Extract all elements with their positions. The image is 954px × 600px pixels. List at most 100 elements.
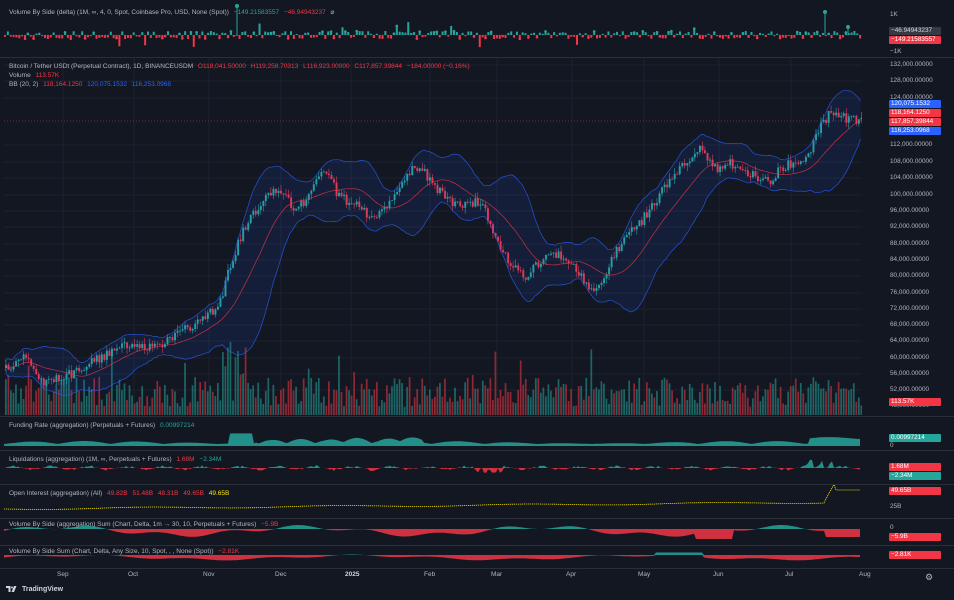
delta-dot: [827, 32, 830, 36]
vbs-axis-bottom: −1K: [890, 48, 902, 55]
volume-bar: [532, 389, 535, 415]
liquidations-legend[interactable]: Liquidations (aggregation) (1M, ∞, Perpe…: [9, 456, 221, 464]
funding-legend[interactable]: Funding Rate (aggregation) (Perpetuals +…: [9, 422, 194, 430]
liquidations-tag-1: 1.68M: [889, 463, 941, 471]
volume-bar: [565, 384, 567, 415]
volume-bar: [328, 381, 330, 415]
gear-icon[interactable]: ⚙: [924, 572, 934, 582]
volume-bar: [239, 374, 242, 415]
volume-bar: [449, 397, 451, 415]
volume-bar: [855, 401, 858, 415]
price-candle: [481, 204, 484, 206]
pane-separator[interactable]: [0, 416, 954, 417]
price-candle: [73, 370, 76, 379]
price-candle: [166, 337, 169, 345]
delta-bar: [504, 35, 507, 38]
volume-delta-legend[interactable]: Volume By Side (delta) (1M, ∞, 4, 0, Spo…: [9, 9, 334, 17]
price-candle: [736, 166, 739, 168]
price-candle: [131, 344, 134, 348]
delta-bar: [29, 35, 32, 37]
price-candle: [812, 140, 815, 153]
price-candle: [348, 202, 351, 205]
volume-bar: [784, 404, 787, 415]
delta-bar: [667, 32, 670, 35]
volume-bar: [116, 385, 118, 415]
pane-separator[interactable]: [0, 57, 954, 58]
price-candle: [504, 252, 507, 254]
price-candle: [464, 201, 467, 208]
volume-bar: [151, 397, 154, 415]
price-candle: [370, 216, 373, 218]
delta-bar: [578, 33, 581, 35]
volume-bar: [416, 389, 419, 415]
price-candle: [651, 203, 653, 210]
delta-bar: [790, 35, 793, 39]
open-interest-legend[interactable]: Open Interest (aggregation) (All) 49.82B…: [9, 490, 229, 498]
delta-dot: [641, 30, 645, 33]
volume-bar: [555, 387, 557, 415]
volume-bar: [131, 395, 133, 415]
price-candle: [799, 161, 802, 164]
delta-bar: [564, 32, 567, 35]
liquidations-pane[interactable]: Liquidations (aggregation) (1M, ∞, Perpe…: [0, 451, 954, 483]
pane-separator[interactable]: [0, 568, 954, 569]
price-candle: [365, 207, 368, 218]
price-candle: [431, 177, 434, 183]
volume-bar: [810, 383, 812, 415]
price-candle: [623, 237, 626, 244]
volume-bar: [857, 397, 860, 415]
delta-bar: [347, 32, 350, 35]
price-axis-label: 68,000.00000: [890, 321, 930, 328]
volume-bar: [110, 351, 113, 415]
eye-off-icon[interactable]: ⌀: [330, 9, 335, 16]
volume-bar: [514, 403, 517, 415]
pane-separator[interactable]: [0, 545, 954, 546]
delta-bar: [395, 25, 398, 35]
volume-delta-pane[interactable]: Volume By Side (delta) (1M, ∞, 4, 0, Spo…: [0, 0, 954, 57]
volume-bar: [804, 402, 807, 415]
tradingview-logo[interactable]: TradingView: [6, 586, 63, 593]
delta-bar: [761, 33, 764, 35]
delta-dot: [432, 31, 436, 34]
open-interest-pane[interactable]: Open Interest (aggregation) (All) 49.82B…: [0, 485, 954, 517]
delta-dot: [181, 37, 184, 40]
main-price-pane[interactable]: Bitcoin / Tether USDt (Perpetual Contrac…: [0, 58, 954, 415]
bb-lower-tag: 116,253.0968: [889, 127, 941, 135]
volume-bar: [456, 401, 459, 415]
volume-bar: [815, 381, 817, 415]
pane-separator[interactable]: [0, 450, 954, 451]
symbol-legend[interactable]: Bitcoin / Tether USDt (Perpetual Contrac…: [9, 63, 470, 71]
vbs-aggregation-pane[interactable]: Volume By Side (aggregation) Sum (Chart,…: [0, 519, 954, 545]
volume-bar: [434, 396, 436, 415]
price-candle: [439, 187, 441, 194]
volume-bar: [234, 357, 237, 415]
price-candle: [550, 253, 553, 255]
delta-bar: [841, 35, 844, 38]
volume-bar: [297, 403, 300, 415]
volume-bar: [709, 388, 711, 415]
delta-bar: [801, 35, 804, 38]
bollinger-legend[interactable]: BB (20, 2) 118,164.1250 120,075.1532 116…: [9, 81, 171, 89]
price-candle: [95, 355, 98, 362]
vbs-sum-pane[interactable]: Volume By Side Sum (Chart, Delta, Any Si…: [0, 546, 954, 568]
price-candle: [179, 330, 182, 332]
price-candle: [300, 200, 303, 207]
volume-bar: [476, 388, 479, 415]
delta-bar: [241, 31, 244, 35]
price-candle: [600, 283, 603, 285]
price-candle: [388, 200, 391, 209]
price-candle: [406, 173, 409, 181]
price-candle: [784, 170, 787, 171]
delta-bar: [321, 31, 324, 35]
volume-bar: [444, 378, 446, 415]
delta-bar: [696, 32, 699, 35]
vbs-sum-legend[interactable]: Volume By Side Sum (Chart, Delta, Any Si…: [9, 548, 239, 556]
delta-dot: [692, 27, 696, 30]
volume-legend[interactable]: Volume 113.57K: [9, 72, 59, 80]
pane-separator[interactable]: [0, 518, 954, 519]
vbs-aggregation-legend[interactable]: Volume By Side (aggregation) Sum (Chart,…: [9, 521, 278, 529]
delta-bar: [507, 32, 510, 35]
funding-rate-pane[interactable]: Funding Rate (aggregation) (Perpetuals +…: [0, 417, 954, 449]
volume-bar: [605, 398, 608, 415]
pane-separator[interactable]: [0, 484, 954, 485]
